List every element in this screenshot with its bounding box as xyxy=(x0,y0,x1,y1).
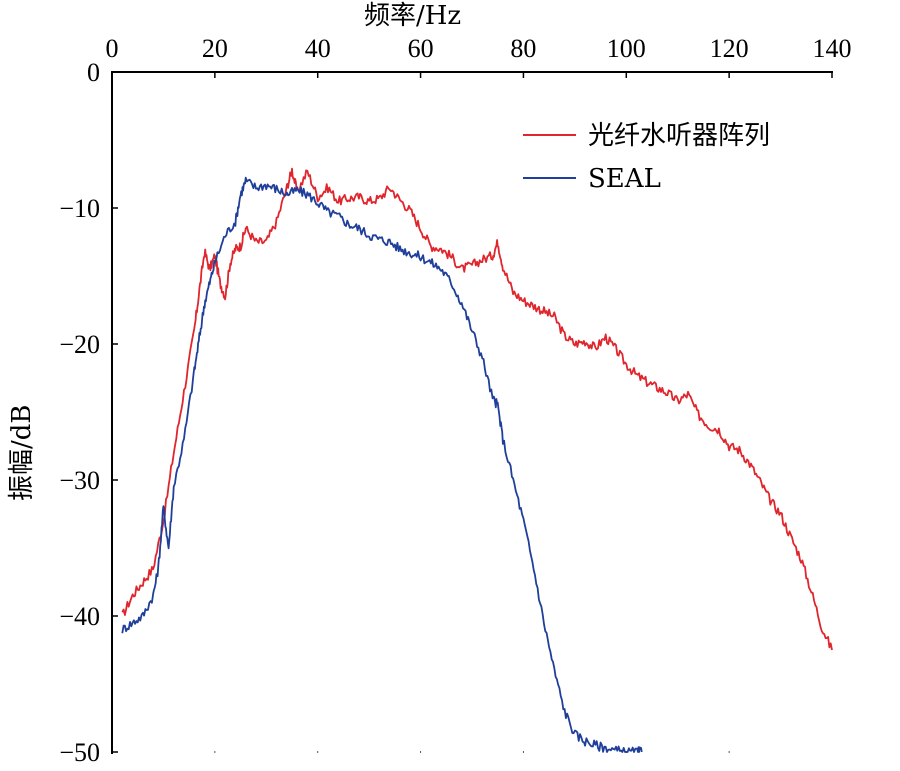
x-tick-label: 80 xyxy=(510,34,536,63)
series-line-seal xyxy=(121,176,643,753)
y-tick-label: −20 xyxy=(59,330,100,359)
x-tick-label: 140 xyxy=(813,34,852,63)
y-tick-label: −50 xyxy=(59,738,100,767)
legend: 光纤水听器阵列 SEAL xyxy=(523,121,770,194)
x-axis-title: 频率/Hz xyxy=(364,1,461,31)
x-tick-label: 20 xyxy=(202,34,228,63)
x-tick-label: 0 xyxy=(106,34,119,63)
legend-label: SEAL xyxy=(588,164,661,194)
y-tick-label: 0 xyxy=(87,58,100,87)
series-line-fiber-hydrophone-array xyxy=(121,167,833,651)
chart-axes: 0 20 40 60 80 100 120 140 0 −10 −20 −30 −40 −50 频率/Hz 振… xyxy=(7,1,852,767)
y-tick-label: −40 xyxy=(59,602,100,631)
legend-label: 光纤水听器阵列 xyxy=(588,121,770,151)
y-tick-label: −10 xyxy=(59,194,100,223)
y-tick-label: −30 xyxy=(59,466,100,495)
x-tick-label: 120 xyxy=(710,34,749,63)
plot-area xyxy=(121,167,833,753)
y-axis-title: 振幅/dB xyxy=(7,405,37,502)
x-tick-label: 60 xyxy=(408,34,434,63)
x-tick-label: 100 xyxy=(607,34,646,63)
x-tick-label: 40 xyxy=(305,34,331,63)
